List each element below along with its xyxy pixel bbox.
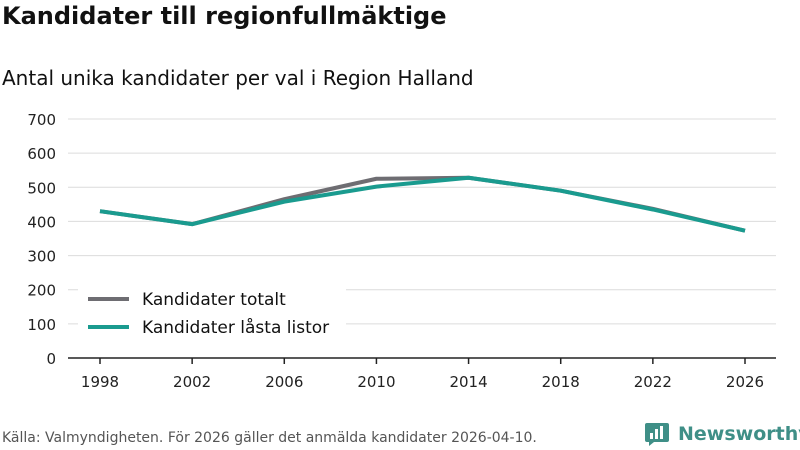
y-tick-label: 700	[27, 111, 56, 129]
line-chart: 0 100 200 300 400 500 600 700 1998 2002 2006 2010 20…	[27, 111, 776, 391]
x-tick-label: 1998	[81, 373, 119, 391]
brand-logo: Newsworthy	[644, 420, 800, 448]
source-note: Källa: Valmyndigheten. För 2026 gäller d…	[2, 430, 537, 446]
y-tick-label: 500	[27, 179, 56, 197]
x-tick-label: 2002	[173, 373, 211, 391]
brand-name: Newsworthy	[678, 423, 800, 445]
chart-title: Kandidater till regionfullmäktige	[2, 2, 447, 30]
x-tick-label: 2026	[726, 373, 764, 391]
legend-item-kandidater-totalt: Kandidater totalt	[142, 290, 286, 310]
chart-subtitle: Antal unika kandidater per val i Region …	[2, 66, 474, 90]
series-line-kandidater-lasta-listor	[99, 175, 746, 233]
legend-item-kandidater-lasta-listor: Kandidater låsta listor	[142, 317, 329, 338]
y-tick-label: 0	[46, 350, 56, 368]
x-tick-label: 2018	[542, 373, 580, 391]
x-tick-label: 2022	[634, 373, 672, 391]
x-tick-label: 2010	[357, 373, 395, 391]
x-tick-label: 2014	[449, 373, 487, 391]
legend-box	[78, 284, 346, 346]
y-tick-label: 600	[27, 145, 56, 163]
y-tick-label: 300	[27, 248, 56, 266]
newsworthy-logo-icon	[645, 423, 669, 446]
y-tick-label: 100	[27, 316, 56, 334]
y-tick-label: 400	[27, 213, 56, 231]
x-tick-label: 2006	[265, 373, 303, 391]
y-tick-label: 200	[27, 282, 56, 300]
